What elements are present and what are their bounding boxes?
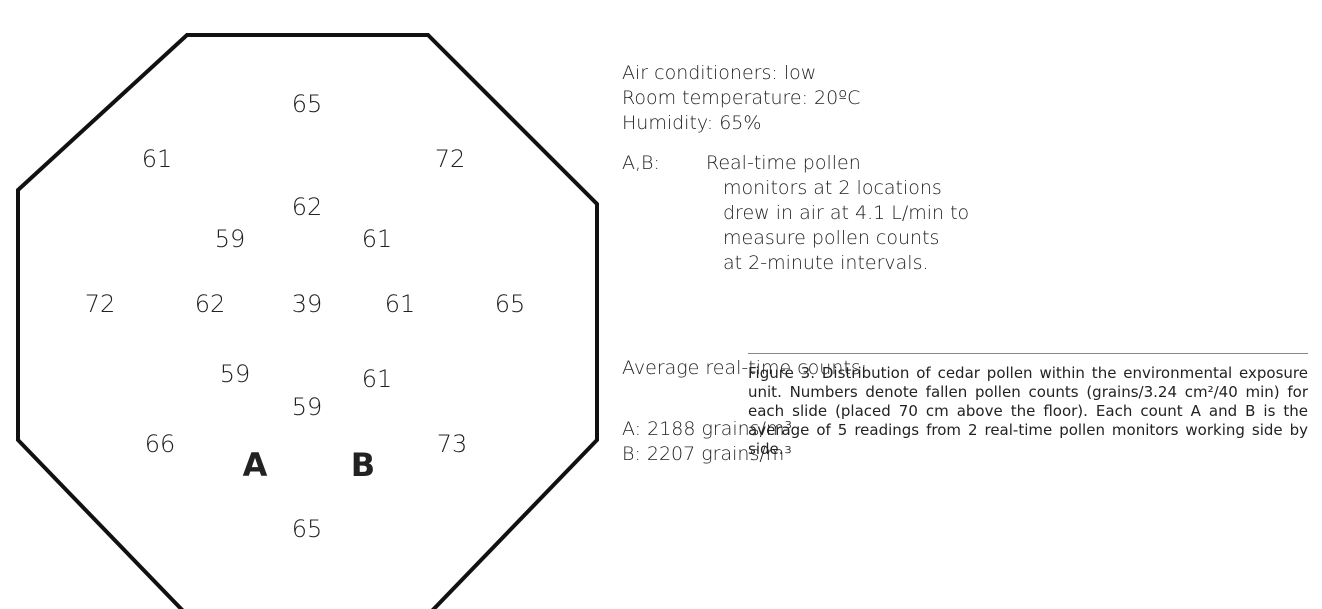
- slide-count: 61: [385, 290, 416, 318]
- slide-count: 59: [220, 360, 251, 388]
- monitor-label: B: [351, 446, 375, 484]
- average-line: A: 2188 grains/m³: [622, 418, 793, 440]
- slide-count: 59: [292, 393, 323, 421]
- condition: Air conditioners: low: [622, 62, 817, 84]
- diagram: 65 61 72 62 59 61 72 62 39 61 65 59 61 59 66 73 65 A B: [16, 33, 599, 609]
- slide-count: 72: [85, 290, 116, 318]
- note-line: drew in air at 4.1 L/min to: [723, 202, 970, 224]
- slide-count: 39: [292, 290, 323, 318]
- note-line: monitors at 2 locations: [723, 177, 942, 199]
- octagon: [16, 33, 599, 609]
- slide-count: 61: [362, 225, 393, 253]
- caption-label: Figure 3: [748, 364, 811, 382]
- slide-count: 61: [362, 365, 393, 393]
- condition: Humidity: 65%: [622, 112, 762, 134]
- slide-count: 61: [142, 145, 173, 173]
- condition: Room temperature: 20ºC: [622, 87, 861, 109]
- note-line: at 2-minute intervals.: [723, 252, 929, 274]
- caption-text: . Distribution of cedar pollen within th…: [748, 364, 1308, 458]
- slide-count: 72: [435, 145, 466, 173]
- slide-count: 65: [495, 290, 526, 318]
- slide-count: 62: [292, 193, 323, 221]
- note-line: measure pollen counts: [723, 227, 940, 249]
- average-title: Average real-time counts:: [622, 357, 868, 379]
- slide-count: 73: [437, 430, 468, 458]
- monitor-label: A: [243, 446, 268, 484]
- slide-count: 66: [145, 430, 176, 458]
- slide-count: 65: [292, 515, 323, 543]
- caption: Figure 3. Distribution of cedar pollen w…: [748, 353, 1308, 459]
- monitor-label: A,B:: [622, 152, 660, 174]
- slide-count: 59: [215, 225, 246, 253]
- average-line: B: 2207 grains/m³: [622, 443, 792, 465]
- note-line: Real-time pollen: [706, 152, 861, 174]
- slide-count: 62: [195, 290, 226, 318]
- slide-count: 65: [292, 90, 323, 118]
